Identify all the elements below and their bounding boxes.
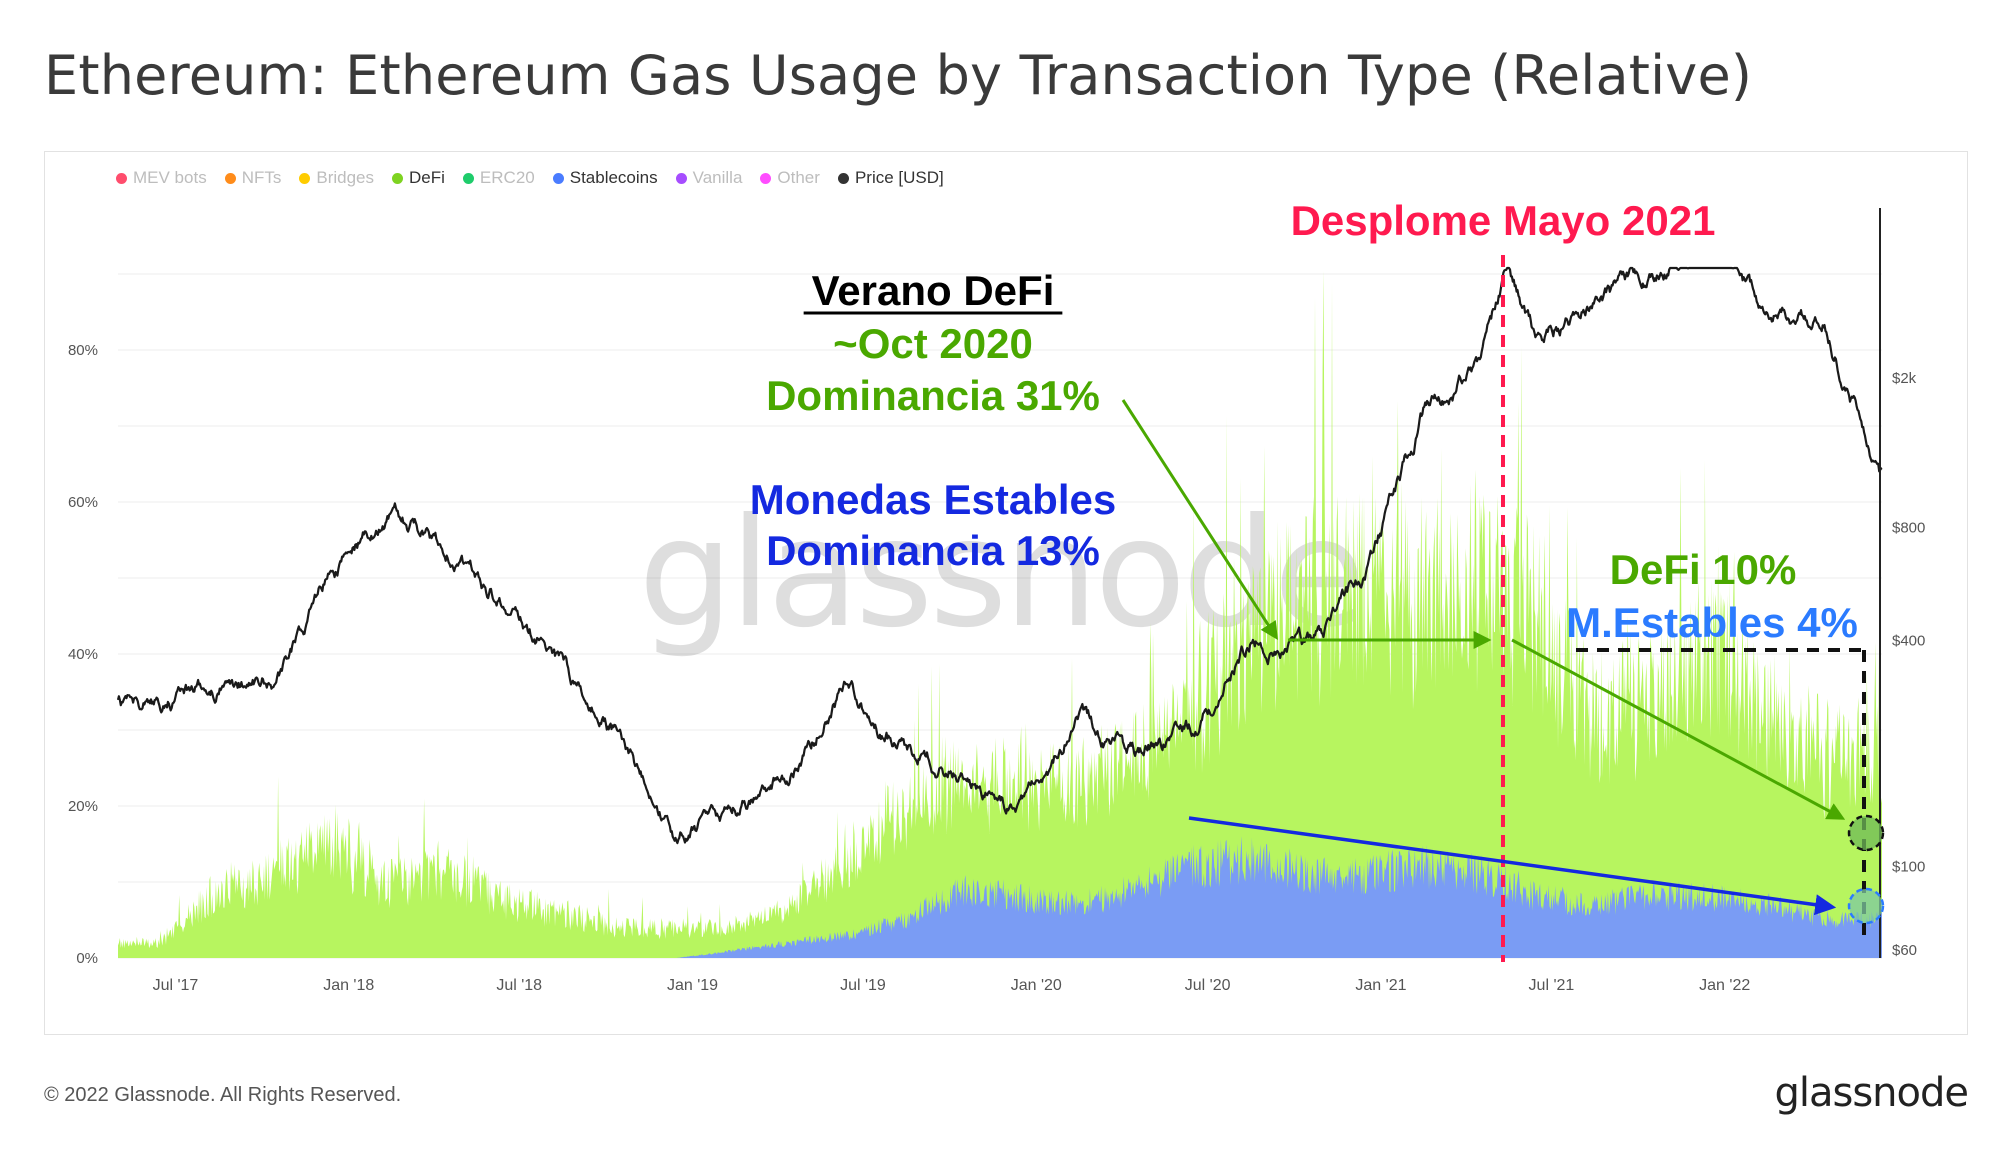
x-tick-label: Jul '18 xyxy=(496,977,542,994)
y-tick-label: 40% xyxy=(68,646,98,663)
stables-current-label: M.Estables 4% xyxy=(1566,599,1858,646)
defi-pointer-arrow xyxy=(1121,399,1278,641)
x-tick-label: Jul '19 xyxy=(840,977,886,994)
legend-dot-icon xyxy=(552,172,564,184)
y-right-tick-label: $2k xyxy=(1892,370,1917,387)
legend-item-price[interactable]: Price [USD] xyxy=(837,168,944,188)
legend-item-mev-bots[interactable]: MEV bots xyxy=(116,168,207,188)
defi-summer-title: Verano DeFi xyxy=(812,267,1055,314)
defi-area-series xyxy=(118,270,1882,959)
defi-current-label: DeFi 10% xyxy=(1610,546,1797,593)
defi-end-marker xyxy=(1847,814,1885,852)
x-tick-label: Jan '20 xyxy=(1011,977,1062,994)
x-tick-label: Jul '21 xyxy=(1529,977,1575,994)
legend-item-stablecoins[interactable]: Stablecoins xyxy=(552,168,658,188)
legend-dot-icon xyxy=(392,172,404,184)
x-tick-label: Jul '20 xyxy=(1185,977,1231,994)
x-tick-label: Jan '21 xyxy=(1355,977,1406,994)
legend-label: Bridges xyxy=(316,168,375,187)
legend-label: DeFi xyxy=(409,168,445,187)
watermark-text: glassnode xyxy=(638,487,1361,661)
legend-label: Vanilla xyxy=(692,168,743,187)
x-tick-label: Jan '18 xyxy=(323,977,374,994)
legend-dot-icon xyxy=(837,172,849,184)
legend-dot-icon xyxy=(116,172,127,184)
y-right-tick-label: $400 xyxy=(1892,633,1925,650)
copyright-footer: © 2022 Glassnode. All Rights Reserved. xyxy=(44,1084,402,1106)
x-tick-label: Jul '17 xyxy=(153,977,199,994)
chart-frame xyxy=(44,151,1968,1035)
legend-label: Other xyxy=(777,168,820,187)
legend-item-erc20[interactable]: ERC20 xyxy=(462,168,535,188)
stablecoins-decline-arrow xyxy=(1188,816,1837,916)
series-areas xyxy=(118,270,1882,959)
price-series xyxy=(116,266,1883,845)
legend-label: ERC20 xyxy=(479,168,535,187)
legend-item-bridges[interactable]: Bridges xyxy=(299,168,374,188)
stablecoins-area-series xyxy=(118,836,1882,958)
y-right-tick-label: $60 xyxy=(1892,942,1917,959)
legend-dot-icon xyxy=(760,172,772,184)
chart-legend: MEV bots NFTs Bridges DeFi ERC20 Stablec… xyxy=(116,168,944,188)
axes: 0% 20% 40% 60% 80% $60 $100 $400 $800 $2k Jul '17 J… xyxy=(68,208,1925,994)
legend-item-defi[interactable]: DeFi xyxy=(392,168,445,188)
price-line-series xyxy=(116,266,1883,845)
legend-dot-icon xyxy=(675,172,687,184)
y-tick-label: 20% xyxy=(68,798,98,815)
legend-dot-icon xyxy=(224,172,236,184)
legend-label: Stablecoins xyxy=(569,168,658,187)
defi-summer-date: ~Oct 2020 xyxy=(833,320,1033,367)
y-right-tick-label: $100 xyxy=(1892,859,1925,876)
y-tick-label: 0% xyxy=(76,950,98,967)
x-tick-label: Jan '22 xyxy=(1699,977,1750,994)
legend-dot-icon xyxy=(299,172,311,184)
annotations: Desplome Mayo 2021 Verano DeFi ~Oct 2020 Do… xyxy=(750,197,1885,962)
y-tick-label: 60% xyxy=(68,494,98,511)
x-tick-label: Jan '19 xyxy=(667,977,718,994)
y-right-tick-label: $800 xyxy=(1892,519,1925,536)
legend-item-vanilla[interactable]: Vanilla xyxy=(675,168,743,188)
stables-title: Monedas Estables xyxy=(750,476,1116,523)
y-tick-label: 80% xyxy=(68,342,98,359)
legend-item-other[interactable]: Other xyxy=(760,168,820,188)
legend-item-nfts[interactable]: NFTs xyxy=(224,168,282,188)
legend-label: Price [USD] xyxy=(854,168,944,187)
stables-dominance: Dominancia 13% xyxy=(766,527,1100,574)
legend-label: NFTs xyxy=(241,168,282,187)
defi-summer-dominance: Dominancia 31% xyxy=(766,372,1100,419)
legend-label: MEV bots xyxy=(133,168,207,187)
page-title: Ethereum: Ethereum Gas Usage by Transact… xyxy=(44,44,1753,107)
stablecoins-end-marker xyxy=(1847,887,1885,925)
defi-decline-arrow xyxy=(1511,638,1846,820)
brand-logo[interactable]: glassnode xyxy=(1774,1070,1969,1116)
crash-annotation: Desplome Mayo 2021 xyxy=(1291,197,1716,244)
legend-dot-icon xyxy=(462,172,474,184)
